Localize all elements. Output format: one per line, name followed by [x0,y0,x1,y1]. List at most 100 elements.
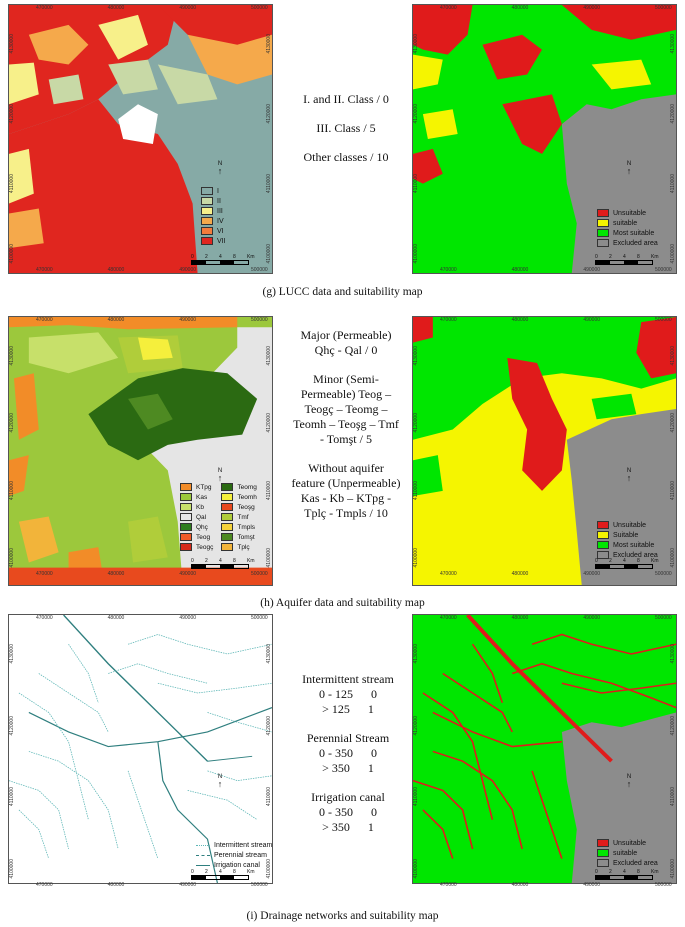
coordinate-tick: 490000 [179,317,197,323]
coordinate-tick: 4130000 [413,34,419,54]
coordinate-tick: 4120000 [670,715,676,736]
legend-item: Teomh [221,492,257,502]
drainage-classes: Intermittent stream 0 - 125 0 > 125 1 Pere… [300,672,396,835]
lucc-suitability-legend: Unsuitable suitable Most suitable Exclud… [597,208,658,248]
legend-item: Tmpls [221,522,257,532]
coordinate-tick: 4130000 [413,644,419,664]
coordinate-tick: 500000 [251,5,268,11]
coordinate-tick: 500000 [251,615,268,621]
lucc-map [8,4,273,274]
coordinate-tick: 4110000 [266,787,272,807]
caption-h: (h) Aquifer data and suitability map [260,597,425,609]
coordinate-tick: 500000 [655,317,672,323]
north-arrow-icon: N ↑ [217,773,223,789]
coordinate-tick: 480000 [511,882,529,888]
coordinate-tick: 490000 [583,317,601,323]
coordinate-tick: 4110000 [670,174,676,194]
legend-item: Teomg [221,482,257,492]
aquifer-suitability-map [412,316,677,586]
coordinate-tick: 4130000 [9,34,15,54]
legend-item: Qhç [180,522,213,532]
scale-bar: 0 2 4 8 Km [191,254,255,265]
coordinate-tick: 490000 [583,615,601,621]
aquifer-suitability-legend: Unsuitable Suitable Most suitable Exclud… [597,520,658,560]
scale-bar: 0 2 4 8 Km [191,558,255,569]
coordinate-tick: 4100000 [266,859,272,879]
coordinate-tick: 4120000 [670,104,676,124]
coordinate-tick: 480000 [511,5,529,11]
legend-item: Excluded area [597,550,658,560]
coordinate-tick: 4110000 [413,174,419,194]
coordinate-tick: 4130000 [670,346,676,366]
coordinate-tick: 4120000 [9,104,15,124]
class-text: Major (Permeable) Qhç - Qal / 0 [300,328,392,357]
coordinate-tick: 490000 [179,615,197,621]
coordinate-tick: 470000 [440,882,457,888]
coordinate-tick: 470000 [36,615,53,621]
coordinate-tick: 4130000 [9,644,15,664]
drainage-map [8,614,273,884]
coordinate-tick: 470000 [440,571,457,577]
coordinate-tick: 4110000 [413,787,419,807]
coordinate-tick: 480000 [511,317,529,323]
coordinate-tick: 470000 [440,317,457,323]
coordinate-tick: 4100000 [266,244,272,264]
class-text: I. and II. Class / 0 [303,92,389,106]
coordinate-tick: 4100000 [670,548,676,568]
legend-item: Unsuitable [597,520,658,530]
lucc-classes: I. and II. Class / 0 III. Class / 5 Othe… [298,92,394,165]
legend-item: Teoşg [221,502,257,512]
legend-item: III [201,206,226,216]
aquifer-legend: KTpg Teomg Kas Teomh Kb Teoşg Qal Tmf Qh… [180,482,257,552]
legend-item: Teogç [180,542,213,552]
coordinate-tick: 480000 [107,882,125,888]
drainage-legend: Intermittent stream Perennial stream Irr… [196,840,272,870]
coordinate-tick: 4100000 [266,548,272,568]
class-text: Minor (Semi-Permeable) Teog – Teogç – Te… [293,372,399,446]
coordinate-tick: 4120000 [413,104,419,124]
coordinate-tick: 500000 [251,317,268,323]
north-arrow-icon: N ↑ [217,467,223,483]
coordinate-tick: 4120000 [413,413,419,433]
coordinate-tick: 490000 [179,5,197,11]
coordinate-tick: 490000 [179,882,197,888]
coordinate-tick: 4110000 [9,174,15,194]
coordinate-tick: 490000 [583,882,601,888]
legend-item: KTpg [180,482,213,492]
legend-item: Excluded area [597,238,658,248]
legend-item: Tplç [221,542,257,552]
coordinate-tick: 4130000 [670,644,676,664]
legend-item: suitable [597,218,658,228]
coordinate-tick: 470000 [36,267,53,273]
coordinate-tick: 4120000 [670,413,676,433]
coordinate-tick: 4130000 [266,644,272,664]
legend-item: Perennial stream [196,850,272,860]
legend-item: VII [201,236,226,246]
legend-item: Most suitable [597,228,658,238]
class-text: Without aquifer feature (Unpermeable) Ka… [291,461,401,520]
legend-item: suitable [597,848,658,858]
coordinate-tick: 500000 [655,571,672,577]
coordinate-tick: 4110000 [266,480,272,500]
north-arrow-icon: N ↑ [626,467,632,483]
coordinate-tick: 4120000 [266,413,272,433]
class-title: Intermittent stream [302,672,394,686]
coordinate-tick: 4130000 [266,346,272,366]
legend-item: Tomşt [221,532,257,542]
coordinate-tick: 4100000 [670,244,676,264]
coordinate-tick: 4100000 [9,244,15,264]
legend-item: I [201,186,226,196]
legend-item: Intermittent stream [196,840,272,850]
legend-item: Suitable [597,530,658,540]
coordinate-tick: 470000 [440,615,457,621]
coordinate-tick: 500000 [251,882,268,888]
coordinate-tick: 4100000 [413,548,419,568]
coordinate-tick: 4120000 [266,104,272,124]
coordinate-tick: 4100000 [413,859,419,879]
class-title: Irrigation canal [311,790,385,804]
coordinate-tick: 490000 [179,267,197,273]
coordinate-tick: 500000 [655,882,672,888]
coordinate-tick: 4100000 [9,859,15,879]
coordinate-tick: 480000 [107,615,125,621]
coordinate-tick: 4110000 [413,480,419,500]
